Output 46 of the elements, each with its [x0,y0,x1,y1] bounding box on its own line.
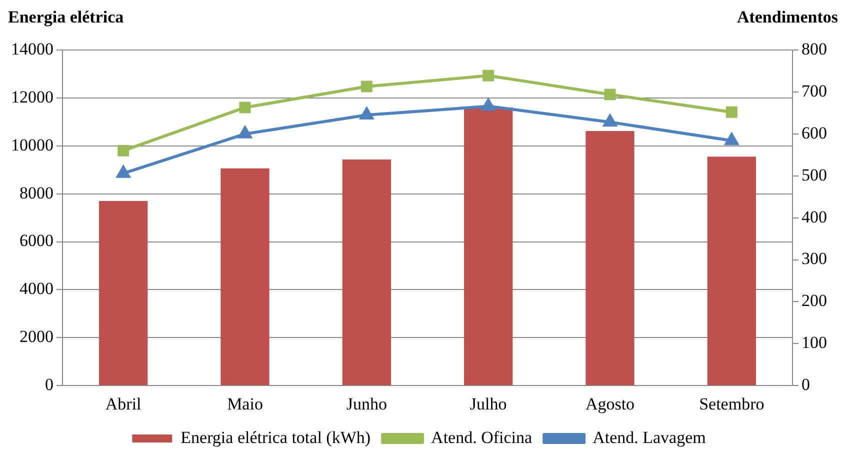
bar [464,108,513,386]
point [724,133,738,146]
y2-tick-label: 100 [802,333,827,352]
point [360,108,374,120]
point [118,144,130,156]
y-tick-label: 14000 [11,39,54,58]
y-tick-label: 2000 [20,327,54,346]
point [238,126,252,138]
y-tick-label: 4000 [20,279,54,298]
y-tick-label: 8000 [20,183,54,202]
legend-label: Energia elétrica total (kWh) [180,428,371,447]
y2-tick-label: 500 [802,165,827,184]
bar [342,160,391,386]
bar [99,201,148,386]
point [603,114,617,127]
y2-axis-title: Atendimentos [736,7,838,26]
point [239,102,251,114]
x-tick-label: Junho [346,394,387,414]
y2-tick-label: 800 [802,39,827,58]
bar [220,168,270,386]
y2-tick-label: 700 [802,81,827,100]
y2-tick-label: 300 [802,249,827,268]
bar [586,131,634,386]
legend-label: Atend. Lavagem [592,428,706,447]
y2-tick-label: 600 [802,123,827,142]
x-tick-label: Agosto [585,394,635,414]
point [116,166,130,178]
point [482,98,496,111]
y2-tick-label: 400 [802,207,827,226]
y-tick-label: 0 [45,375,54,394]
point [482,70,494,82]
point [726,106,738,118]
legend-label: Atend. Oficina [431,428,533,447]
bar [707,156,756,386]
y-axis-title: Energia elétrica [8,7,124,26]
x-tick-label: Abril [105,394,142,414]
y2-tick-label: 200 [802,291,827,310]
point [604,88,616,100]
y-tick-label: 12000 [11,87,54,106]
x-tick-label: Setembro [699,394,764,414]
x-tick-label: Maio [227,394,263,414]
y-tick-label: 6000 [20,231,54,250]
y-tick-label: 10000 [11,135,54,154]
y2-tick-label: 0 [802,375,810,394]
point [360,80,372,92]
x-tick-label: Julho [470,394,507,414]
